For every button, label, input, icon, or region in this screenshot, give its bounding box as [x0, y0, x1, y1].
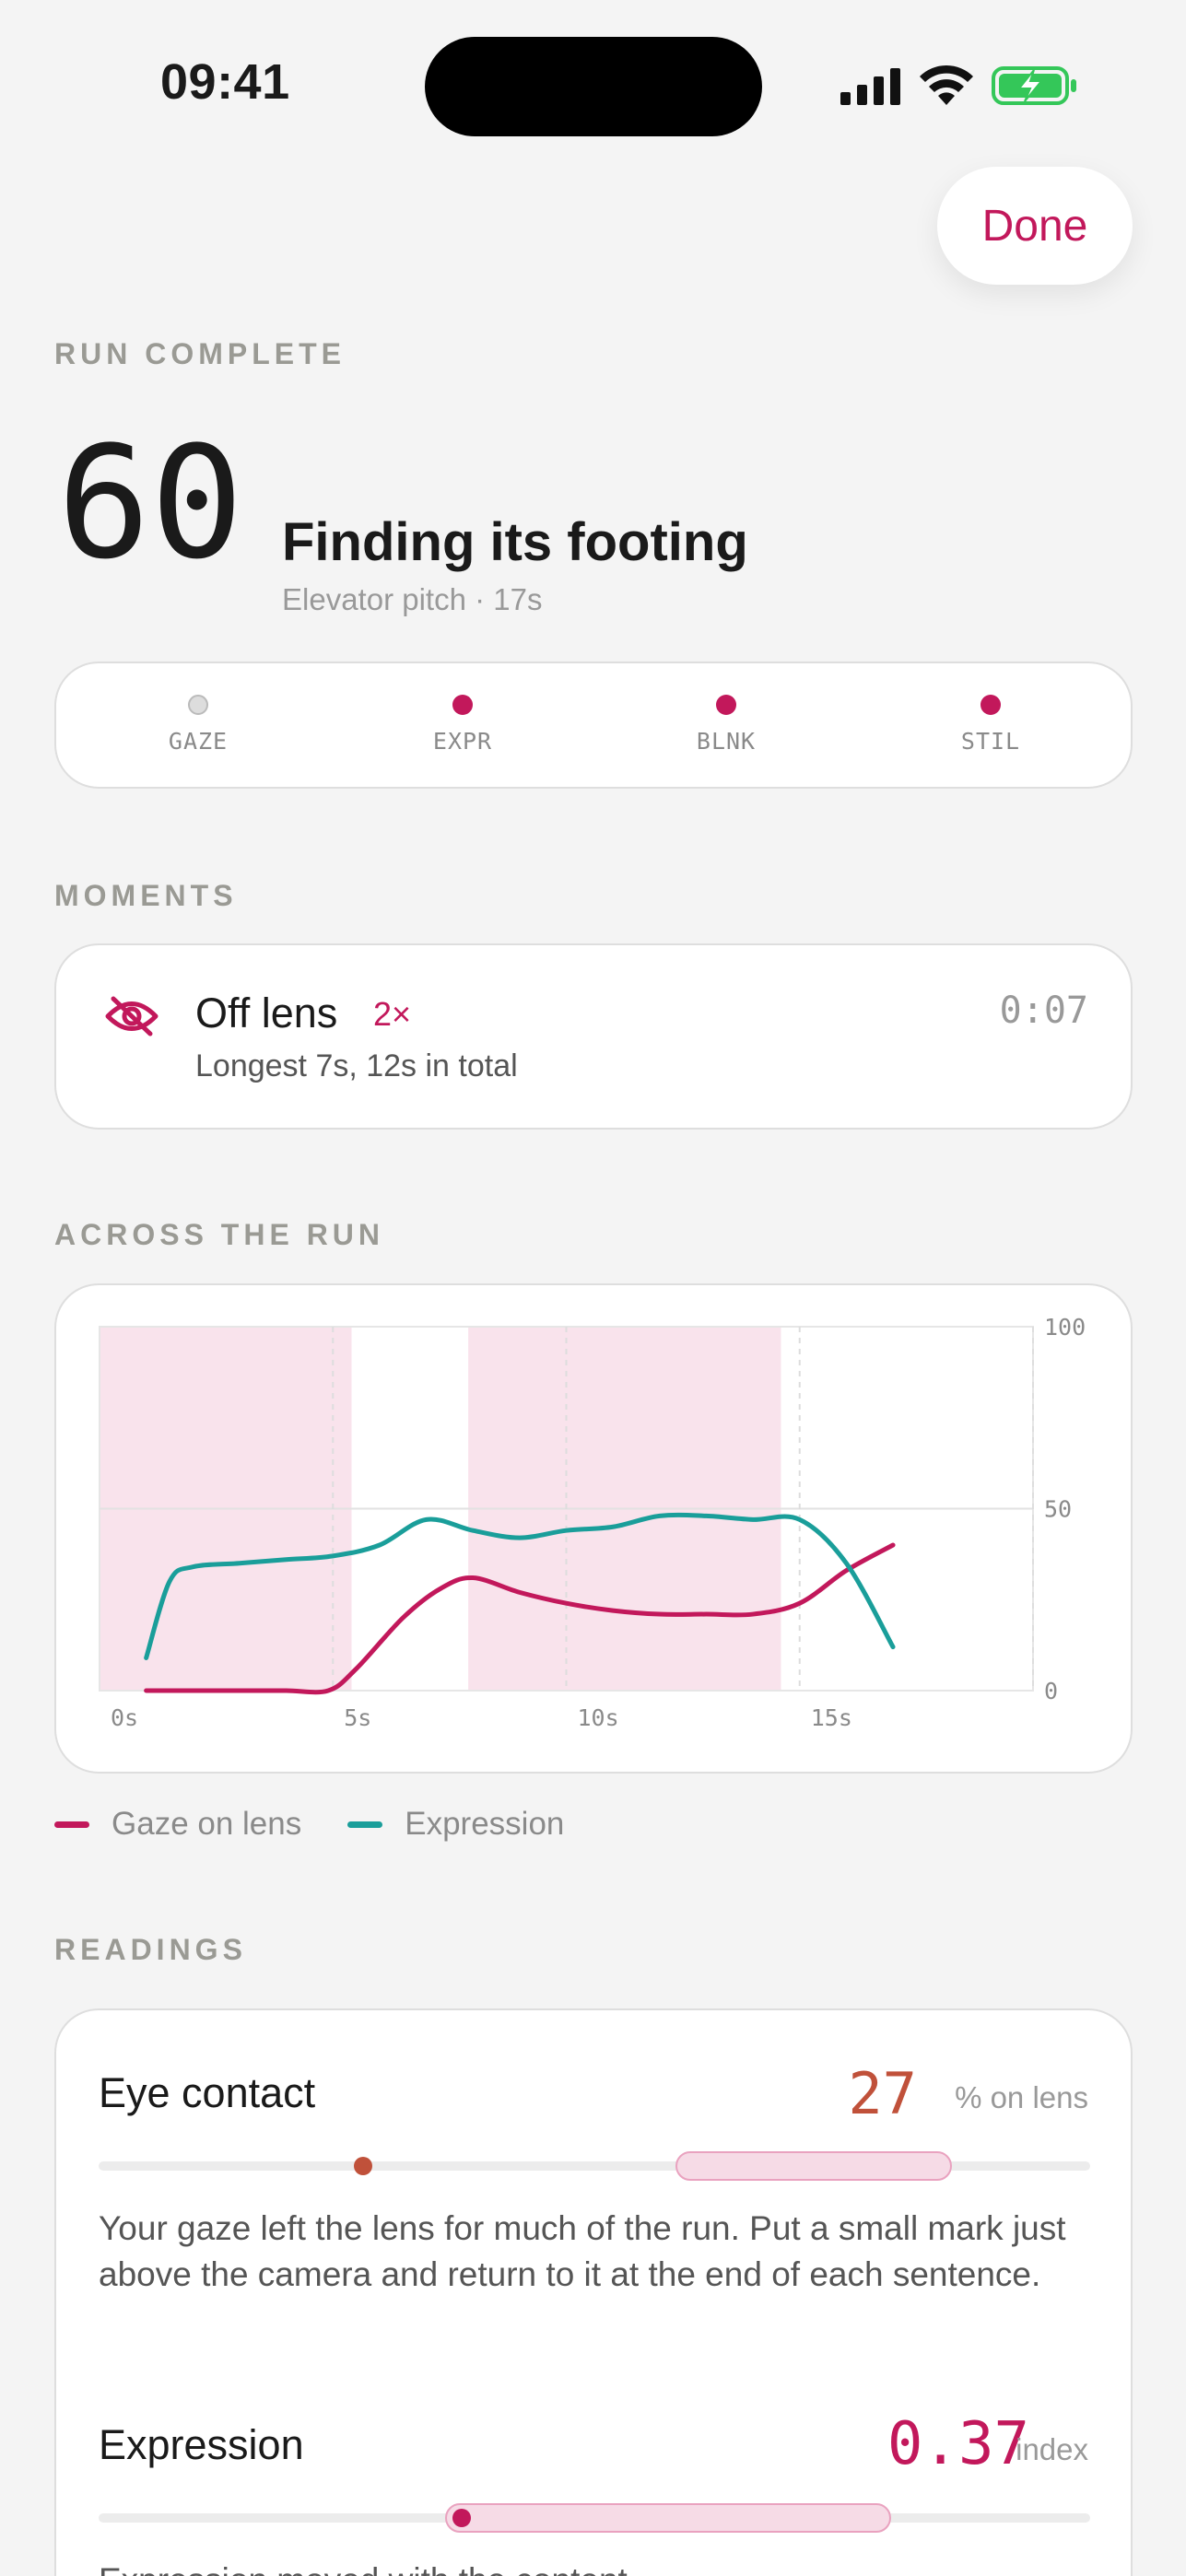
- legend-label-expression: Expression: [405, 1806, 565, 1842]
- y-tick-label: 50: [1044, 1496, 1072, 1523]
- reading-title-expression: Expression: [99, 2421, 304, 2468]
- section-label-moments: MOMENTS: [54, 879, 238, 912]
- eye-contact-marker: [354, 2157, 372, 2175]
- reading-value-expression: 0.37: [887, 2410, 1029, 2478]
- legend-label-gaze: Gaze on lens: [112, 1806, 302, 1842]
- indicator-stil: STIL: [935, 695, 1046, 755]
- series-line-0: [144, 1542, 896, 1695]
- result-subline: Elevator pitch · 17s: [282, 582, 543, 616]
- moment-time: 0:07: [999, 989, 1088, 1032]
- indicator-gaze: GAZE: [143, 695, 253, 755]
- cellular-signal-icon: [840, 68, 900, 105]
- indicator-label: GAZE: [168, 728, 229, 755]
- section-label-run-complete: RUN COMPLETE: [54, 337, 346, 370]
- y-tick-label: 0: [1044, 1678, 1058, 1704]
- reading-value-eye-contact: 27: [848, 2060, 917, 2127]
- chart-legend: Gaze on lens Expression: [54, 1806, 610, 1843]
- reading-unit-expression: index: [1016, 2432, 1088, 2466]
- score-value: 60: [57, 413, 244, 593]
- expression-target-band: [445, 2503, 891, 2533]
- run-chart: 0s 5s 10s 15s 100 50 0: [99, 1314, 1086, 1731]
- indicator-dot: [981, 695, 1001, 715]
- x-tick-label: 5s: [344, 1704, 371, 1731]
- section-label-across-run: ACROSS THE RUN: [54, 1218, 385, 1251]
- legend-item-gaze: Gaze on lens: [54, 1806, 301, 1843]
- done-button[interactable]: Done: [937, 167, 1133, 285]
- moment-detail: Longest 7s, 12s in total: [195, 1048, 518, 1083]
- indicator-dot: [716, 695, 736, 715]
- wifi-icon: [920, 64, 973, 105]
- expression-range-track: [99, 2503, 1090, 2533]
- indicator-dot: [452, 695, 473, 715]
- battery-charging-icon: [992, 66, 1076, 105]
- x-tick-label: 0s: [111, 1704, 138, 1731]
- chart-card: 0s 5s 10s 15s 100 50 0: [54, 1283, 1133, 1774]
- eye-contact-range-track: [99, 2151, 1090, 2181]
- legend-item-expression: Expression: [347, 1806, 564, 1843]
- eye-off-icon: [105, 996, 159, 1036]
- moment-card[interactable]: Off lens 2× Longest 7s, 12s in total 0:0…: [54, 943, 1133, 1130]
- readings-card: Eye contact 27 % on lens Your gaze left …: [54, 2008, 1133, 2576]
- indicator-blnk: BLNK: [671, 695, 781, 755]
- reading-title-eye-contact: Eye contact: [99, 2069, 316, 2116]
- legend-swatch-gaze: [54, 1821, 89, 1828]
- section-label-readings: READINGS: [54, 1933, 247, 1966]
- indicator-label: BLNK: [696, 728, 757, 755]
- y-tick-label: 100: [1044, 1314, 1086, 1341]
- reading-text-expression: Expression moved with the content.: [99, 2558, 1103, 2576]
- indicator-card: GAZE EXPR BLNK STIL: [54, 662, 1133, 789]
- indicator-dot: [188, 695, 208, 715]
- legend-swatch-expression: [347, 1821, 383, 1828]
- expression-marker: [452, 2509, 471, 2527]
- indicator-label: STIL: [960, 728, 1021, 755]
- dynamic-island: [425, 37, 762, 136]
- moment-title: Off lens: [195, 989, 338, 1036]
- reading-text-eye-contact: Your gaze left the lens for much of the …: [99, 2209, 1066, 2293]
- moment-count: 2×: [373, 995, 412, 1033]
- result-headline: Finding its footing: [282, 512, 748, 572]
- status-time: 09:41: [160, 54, 290, 110]
- indicator-label: EXPR: [432, 728, 493, 755]
- indicator-expr: EXPR: [407, 695, 518, 755]
- x-tick-label: 15s: [811, 1704, 852, 1731]
- series-line-1: [144, 1512, 896, 1660]
- reading-unit-eye-contact: % on lens: [955, 2080, 1088, 2114]
- x-tick-label: 10s: [578, 1704, 619, 1731]
- eye-contact-target-band: [675, 2151, 952, 2181]
